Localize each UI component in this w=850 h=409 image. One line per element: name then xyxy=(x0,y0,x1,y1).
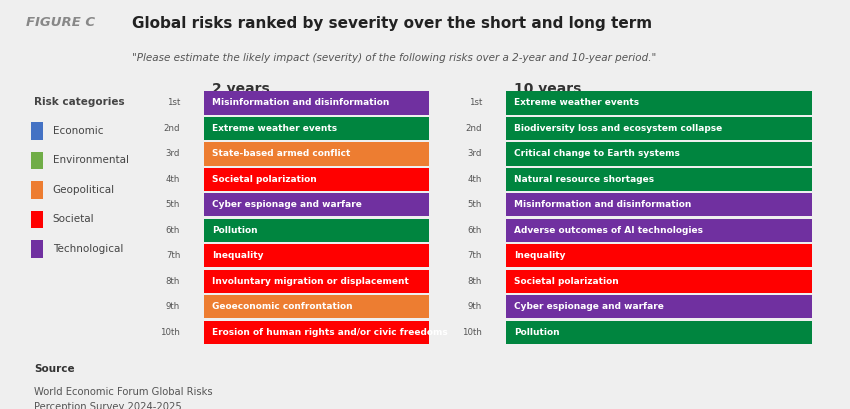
Text: Involuntary migration or displacement: Involuntary migration or displacement xyxy=(212,277,410,286)
FancyBboxPatch shape xyxy=(204,117,429,140)
FancyBboxPatch shape xyxy=(31,181,42,199)
Text: 9th: 9th xyxy=(166,302,180,311)
Text: 4th: 4th xyxy=(166,175,180,184)
Text: 5th: 5th xyxy=(166,200,180,209)
Text: 10 years: 10 years xyxy=(514,82,581,96)
Text: 2nd: 2nd xyxy=(466,124,482,133)
Text: 8th: 8th xyxy=(166,277,180,286)
Text: 6th: 6th xyxy=(166,226,180,235)
Text: 6th: 6th xyxy=(468,226,482,235)
Text: Pollution: Pollution xyxy=(514,328,560,337)
Text: Adverse outcomes of AI technologies: Adverse outcomes of AI technologies xyxy=(514,226,703,235)
Text: Global risks ranked by severity over the short and long term: Global risks ranked by severity over the… xyxy=(132,16,652,31)
Text: 3rd: 3rd xyxy=(166,149,180,158)
Text: "Please estimate the likely impact (severity) of the following risks over a 2-ye: "Please estimate the likely impact (seve… xyxy=(132,53,656,63)
Text: 7th: 7th xyxy=(166,252,180,261)
FancyBboxPatch shape xyxy=(506,219,812,242)
Text: Societal polarization: Societal polarization xyxy=(514,277,619,286)
Text: World Economic Forum Global Risks
Perception Survey 2024-2025.: World Economic Forum Global Risks Percep… xyxy=(34,387,212,409)
Text: 2 years: 2 years xyxy=(212,82,270,96)
Text: Extreme weather events: Extreme weather events xyxy=(514,99,639,108)
FancyBboxPatch shape xyxy=(204,295,429,319)
Text: 5th: 5th xyxy=(468,200,482,209)
Text: Natural resource shortages: Natural resource shortages xyxy=(514,175,654,184)
Text: 1st: 1st xyxy=(468,99,482,108)
Text: 1st: 1st xyxy=(167,99,180,108)
FancyBboxPatch shape xyxy=(204,168,429,191)
Text: Erosion of human rights and/or civic freedoms: Erosion of human rights and/or civic fre… xyxy=(212,328,448,337)
Text: Economic: Economic xyxy=(53,126,103,136)
Text: State-based armed conflict: State-based armed conflict xyxy=(212,149,351,158)
Text: 8th: 8th xyxy=(468,277,482,286)
Text: Extreme weather events: Extreme weather events xyxy=(212,124,337,133)
Text: Geopolitical: Geopolitical xyxy=(53,184,115,195)
FancyBboxPatch shape xyxy=(204,142,429,166)
FancyBboxPatch shape xyxy=(506,117,812,140)
Text: Risk categories: Risk categories xyxy=(34,97,125,107)
Text: Societal polarization: Societal polarization xyxy=(212,175,317,184)
FancyBboxPatch shape xyxy=(506,91,812,115)
FancyBboxPatch shape xyxy=(204,91,429,115)
Text: Cyber espionage and warfare: Cyber espionage and warfare xyxy=(212,200,362,209)
FancyBboxPatch shape xyxy=(204,219,429,242)
FancyBboxPatch shape xyxy=(31,152,42,169)
Text: Inequality: Inequality xyxy=(212,252,264,261)
FancyBboxPatch shape xyxy=(506,244,812,267)
Text: Misinformation and disinformation: Misinformation and disinformation xyxy=(212,99,390,108)
Text: 9th: 9th xyxy=(468,302,482,311)
Text: 10th: 10th xyxy=(161,328,180,337)
FancyBboxPatch shape xyxy=(31,122,42,140)
FancyBboxPatch shape xyxy=(506,168,812,191)
Text: Critical change to Earth systems: Critical change to Earth systems xyxy=(514,149,680,158)
Text: Source: Source xyxy=(34,364,75,374)
Text: Geoeconomic confrontation: Geoeconomic confrontation xyxy=(212,302,353,311)
FancyBboxPatch shape xyxy=(506,193,812,216)
FancyBboxPatch shape xyxy=(506,142,812,166)
FancyBboxPatch shape xyxy=(204,193,429,216)
FancyBboxPatch shape xyxy=(204,244,429,267)
FancyBboxPatch shape xyxy=(204,270,429,293)
Text: Pollution: Pollution xyxy=(212,226,258,235)
Text: Environmental: Environmental xyxy=(53,155,128,165)
Text: 2nd: 2nd xyxy=(164,124,180,133)
FancyBboxPatch shape xyxy=(506,270,812,293)
FancyBboxPatch shape xyxy=(506,295,812,319)
Text: Misinformation and disinformation: Misinformation and disinformation xyxy=(514,200,692,209)
FancyBboxPatch shape xyxy=(204,321,429,344)
FancyBboxPatch shape xyxy=(31,240,42,258)
Text: 4th: 4th xyxy=(468,175,482,184)
Text: Cyber espionage and warfare: Cyber espionage and warfare xyxy=(514,302,664,311)
Text: Societal: Societal xyxy=(53,214,94,224)
Text: FIGURE C: FIGURE C xyxy=(26,16,94,29)
Text: 7th: 7th xyxy=(468,252,482,261)
Text: Inequality: Inequality xyxy=(514,252,566,261)
FancyBboxPatch shape xyxy=(506,321,812,344)
FancyBboxPatch shape xyxy=(31,211,42,228)
Text: 3rd: 3rd xyxy=(468,149,482,158)
Text: Technological: Technological xyxy=(53,244,123,254)
Text: 10th: 10th xyxy=(462,328,482,337)
Text: Biodiversity loss and ecosystem collapse: Biodiversity loss and ecosystem collapse xyxy=(514,124,722,133)
